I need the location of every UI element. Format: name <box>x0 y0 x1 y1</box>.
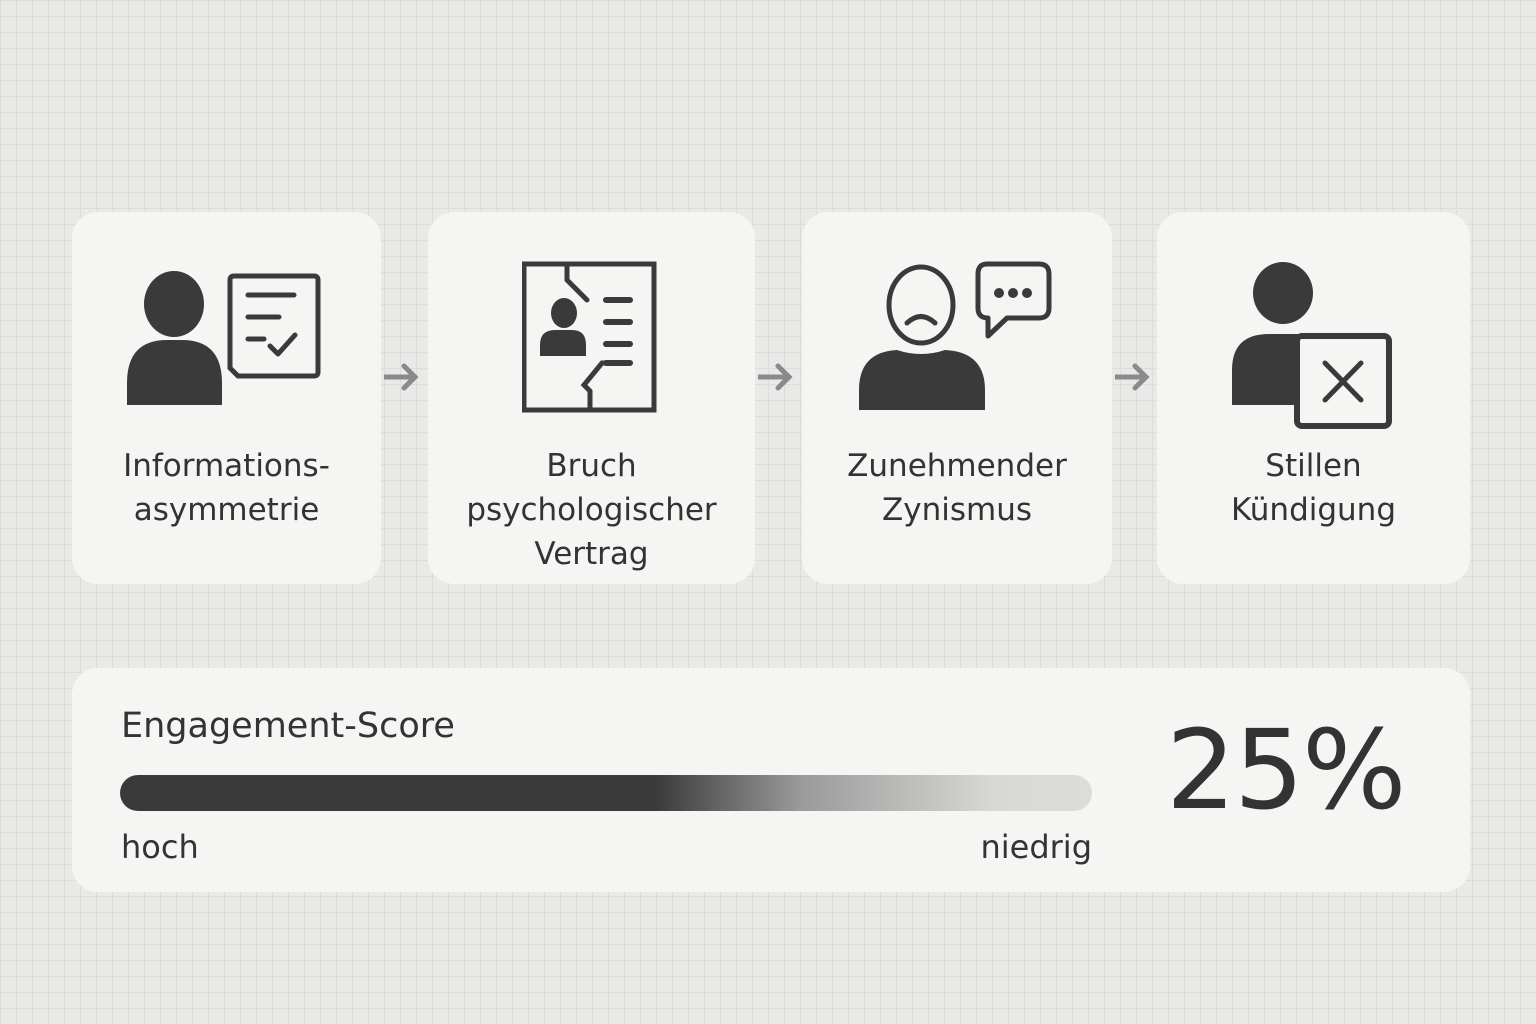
step-label: Stillen Kündigung <box>1157 444 1470 532</box>
person-document-check-icon <box>126 271 320 405</box>
label-line: psychologischer <box>466 492 717 528</box>
scale-high-label: hoch <box>121 828 199 866</box>
engagement-title: Engagement-Score <box>121 706 455 746</box>
arrow-right-icon <box>384 363 419 391</box>
label-line: Stillen <box>1265 448 1362 484</box>
engagement-score-panel: Engagement-Score hoch niedrig 25% <box>72 668 1470 892</box>
engagement-score-bar <box>120 775 1092 811</box>
step-card-quiet-quitting: Stillen Kündigung <box>1157 212 1470 584</box>
label-line: Vertrag <box>534 536 649 572</box>
step-card-increasing-cynicism: Zunehmender Zynismus <box>802 212 1112 584</box>
scale-low-label: niedrig <box>980 828 1092 866</box>
arrow-right-icon <box>758 363 793 391</box>
step-card-psychological-contract-breach: Bruch psychologischer Vertrag <box>428 212 755 584</box>
sad-person-speech-icon <box>859 261 1052 410</box>
label-line: Zynismus <box>882 492 1032 528</box>
engagement-percent: 25% <box>1166 706 1406 834</box>
label-line: Bruch <box>546 448 637 484</box>
label-line: Informations- <box>123 448 330 484</box>
label-line: Zunehmender <box>847 448 1067 484</box>
torn-contract-icon <box>521 261 656 413</box>
label-line: asymmetrie <box>133 492 320 528</box>
step-label: Informations- asymmetrie <box>72 444 381 532</box>
arrow-right-icon <box>1115 363 1150 391</box>
step-label: Zunehmender Zynismus <box>802 444 1112 532</box>
step-label: Bruch psychologischer Vertrag <box>428 444 755 576</box>
person-cancel-icon <box>1231 262 1392 429</box>
label-line: Kündigung <box>1230 492 1397 528</box>
step-card-information-asymmetry: Informations- asymmetrie <box>72 212 381 584</box>
